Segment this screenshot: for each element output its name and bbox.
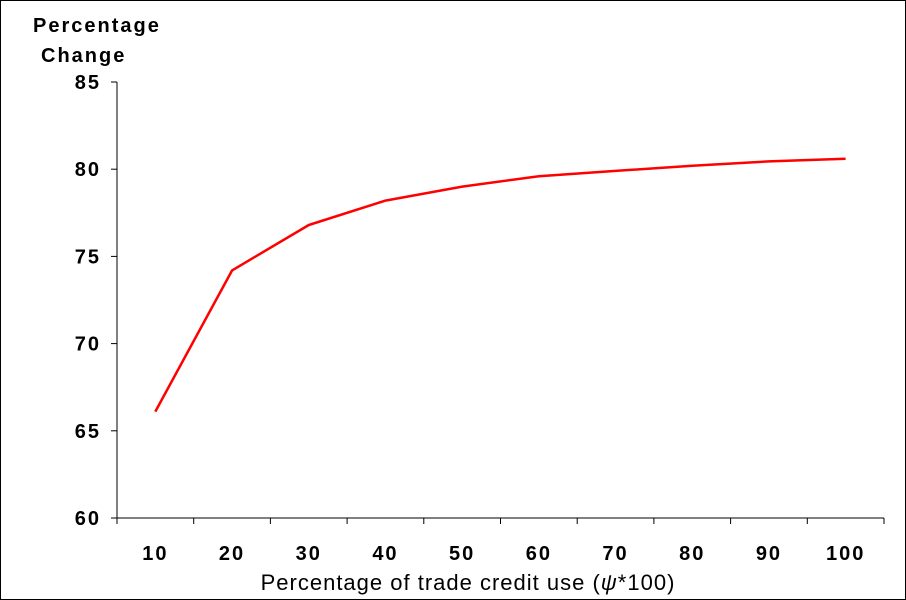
x-axis-title-symbol: ψ — [601, 570, 618, 595]
y-tick-label: 70 — [75, 334, 101, 356]
x-tick-label: 70 — [602, 543, 628, 565]
x-axis-title-text: Percentage of trade credit use ( — [261, 570, 601, 595]
series — [154, 157, 846, 413]
x-axis-title: Percentage of trade credit use (ψ*100) — [261, 570, 676, 595]
x-tick-label: 10 — [142, 543, 168, 565]
axes — [116, 82, 884, 519]
y-axis-title-line1: Percentage — [33, 15, 161, 37]
x-tick-label: 30 — [296, 543, 322, 565]
x-tick-label: 80 — [679, 543, 705, 565]
y-tick-label: 80 — [75, 159, 101, 181]
x-tick-label: 60 — [526, 543, 552, 565]
x-tick-label: 50 — [449, 543, 475, 565]
y-axis-title: Percentage Change — [33, 15, 161, 67]
tick-labels: 60 65 70 75 80 85 10 20 30 40 50 60 70 80 90 100 — [75, 72, 865, 565]
y-tick-label: 85 — [75, 72, 101, 94]
y-axis-title-line2: Change — [41, 45, 126, 67]
x-tick-label: 100 — [826, 543, 865, 565]
x-axis-title-suffix: *100) — [618, 570, 676, 595]
ticks — [111, 81, 885, 524]
series-line — [154, 157, 846, 413]
x-tick-label: 40 — [372, 543, 398, 565]
x-tick-label: 20 — [219, 543, 245, 565]
y-tick-label: 60 — [75, 508, 101, 530]
y-tick-label: 65 — [75, 421, 101, 443]
x-tick-label: 90 — [756, 543, 782, 565]
y-tick-label: 75 — [75, 246, 101, 268]
